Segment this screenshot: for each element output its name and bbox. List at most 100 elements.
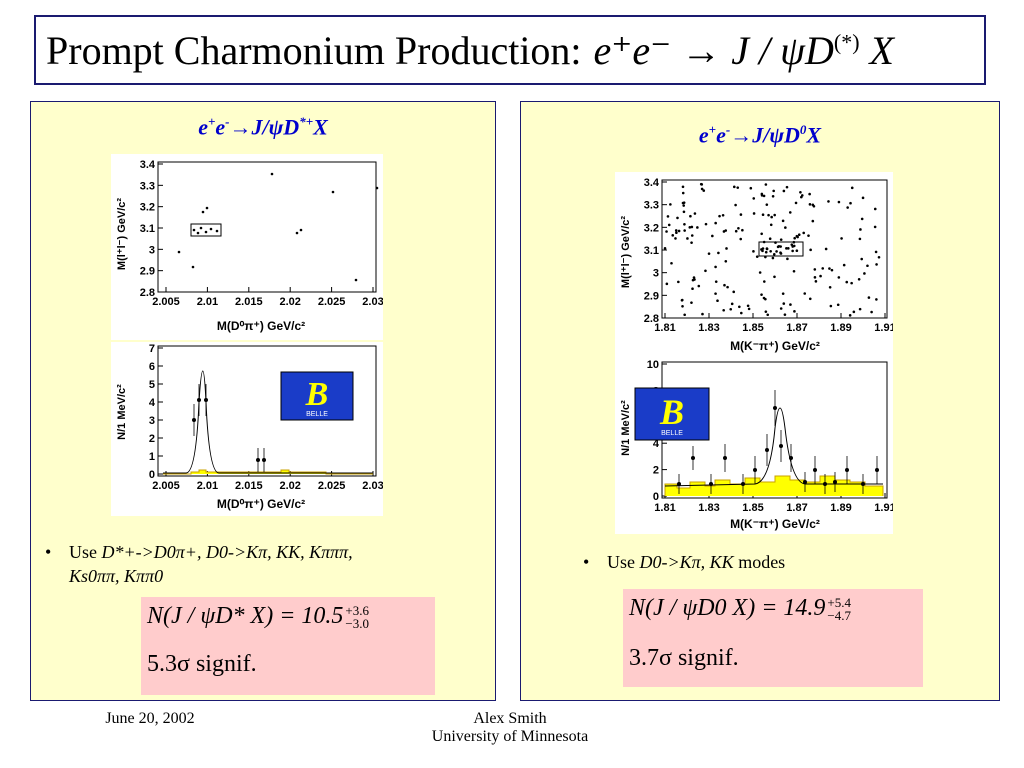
scatter-point — [741, 228, 744, 232]
scatter-point — [691, 287, 694, 291]
scatter-point — [819, 274, 822, 278]
scatter-point — [714, 221, 717, 225]
scatter-point — [192, 228, 196, 232]
scatter-point — [177, 250, 181, 254]
scatter-point — [724, 259, 728, 263]
scatter-point — [674, 229, 678, 232]
scatter-point — [808, 192, 811, 196]
scatter-point — [785, 185, 789, 189]
scatter-point — [861, 196, 865, 200]
scatter-point — [824, 247, 828, 251]
y-ticks: 3.4 3.3 3.2 3.1 3 2.9 2.8 — [644, 177, 667, 325]
scatter-point — [771, 194, 775, 198]
scatter-point — [795, 249, 799, 253]
x-tick-label: 2.015 — [235, 296, 263, 308]
scatter-point — [761, 213, 765, 217]
scatter-point — [797, 233, 801, 237]
scatter-point — [714, 292, 717, 295]
scatter-point — [830, 268, 834, 272]
scatter-point — [807, 234, 810, 237]
scatter-point — [769, 249, 772, 253]
data-point — [789, 456, 793, 460]
scatter-point — [827, 200, 830, 203]
scatter-point — [683, 313, 686, 317]
scatter-point — [295, 231, 299, 235]
scatter-point — [683, 222, 686, 226]
right-histogram-plot: N/1 MeV/c² 1086420 1.811.831.851.871.891… — [615, 358, 893, 534]
slide-title: Prompt Charmonium Production: e⁺e⁻ → J /… — [34, 15, 986, 85]
scatter-point — [793, 310, 796, 313]
data-point — [691, 456, 695, 460]
svg-text:BELLE: BELLE — [661, 430, 683, 437]
scatter-point — [738, 305, 741, 309]
scatter-point — [375, 186, 379, 190]
x-tick-label: 1.91 — [874, 322, 893, 334]
histogram-points — [192, 384, 266, 472]
scatter-point — [812, 204, 816, 208]
scatter-point — [677, 280, 680, 284]
scatter-point — [790, 243, 794, 246]
scatter-point — [732, 185, 736, 189]
scatter-point — [681, 201, 685, 205]
scatter-point — [850, 281, 853, 285]
left-panel-heading: e+e-→J/ψD*+X — [198, 114, 328, 140]
scatter-point — [792, 240, 796, 244]
scatter-point — [740, 311, 743, 315]
scatter-point — [331, 190, 335, 194]
scatter-point — [845, 280, 849, 284]
scatter-point — [666, 215, 670, 218]
y-tick-label: 0 — [653, 491, 659, 503]
y-tick-label: 3.1 — [644, 245, 659, 257]
scatter-point — [870, 310, 873, 314]
scatter-point — [688, 226, 692, 229]
scatter-point — [877, 255, 881, 259]
scatter-point — [676, 216, 679, 220]
data-point — [823, 482, 827, 486]
scatter-point — [783, 313, 787, 316]
scatter-point — [734, 203, 737, 207]
y-tick-label: 2.8 — [644, 313, 659, 325]
y-tick-label: 4 — [149, 397, 156, 409]
y-tick-label: 2 — [653, 465, 659, 477]
scatter-point — [734, 229, 738, 233]
scatter-point — [689, 214, 692, 218]
y-tick-label: 3.2 — [644, 222, 659, 234]
scatter-point — [205, 206, 209, 210]
scatter-point — [681, 191, 685, 195]
scatter-point — [746, 304, 750, 308]
scatter-point — [201, 210, 205, 214]
x-axis-label: M(K⁻π⁺) GeV/c² — [730, 339, 820, 353]
scatter-point — [730, 302, 734, 306]
x-tick-label: 2.03 — [362, 480, 383, 492]
x-tick-label: 1.89 — [830, 502, 851, 514]
scatter-point — [763, 280, 766, 283]
scatter-point — [683, 229, 686, 232]
y-tick-label: 2 — [149, 433, 155, 445]
right-panel: e+e-→J/ψD0X M(l⁺l⁻) GeV/c² 3.4 3.3 3.2 3.1 3… — [520, 101, 1000, 701]
scatter-point — [692, 276, 696, 279]
scatter-point — [784, 226, 787, 229]
scatter-point — [772, 252, 776, 256]
y-tick-label: 3.2 — [140, 202, 155, 214]
scatter-point — [354, 278, 358, 282]
scatter-point — [670, 261, 673, 265]
right-bullet: • Use D0->Kπ, KK modes — [583, 552, 786, 572]
scatter-point — [732, 290, 736, 294]
y-tick-label: 2.9 — [140, 266, 155, 278]
scatter-point — [813, 276, 817, 279]
scatter-point — [758, 271, 762, 274]
scatter-point — [690, 234, 694, 237]
scatter-point — [866, 264, 869, 268]
scatter-point — [752, 197, 756, 200]
scatter-point — [836, 303, 840, 307]
scatter-point — [760, 194, 764, 197]
scatter-point — [779, 251, 782, 254]
svg-text:B: B — [305, 376, 329, 413]
scatter-point — [770, 215, 773, 219]
y-tick-label: 3 — [149, 244, 155, 256]
data-point — [677, 482, 681, 486]
scatter-point — [204, 230, 208, 234]
scatter-point — [680, 299, 684, 302]
title-formula: e⁺e⁻ → J / ψD(*) X — [593, 27, 894, 73]
